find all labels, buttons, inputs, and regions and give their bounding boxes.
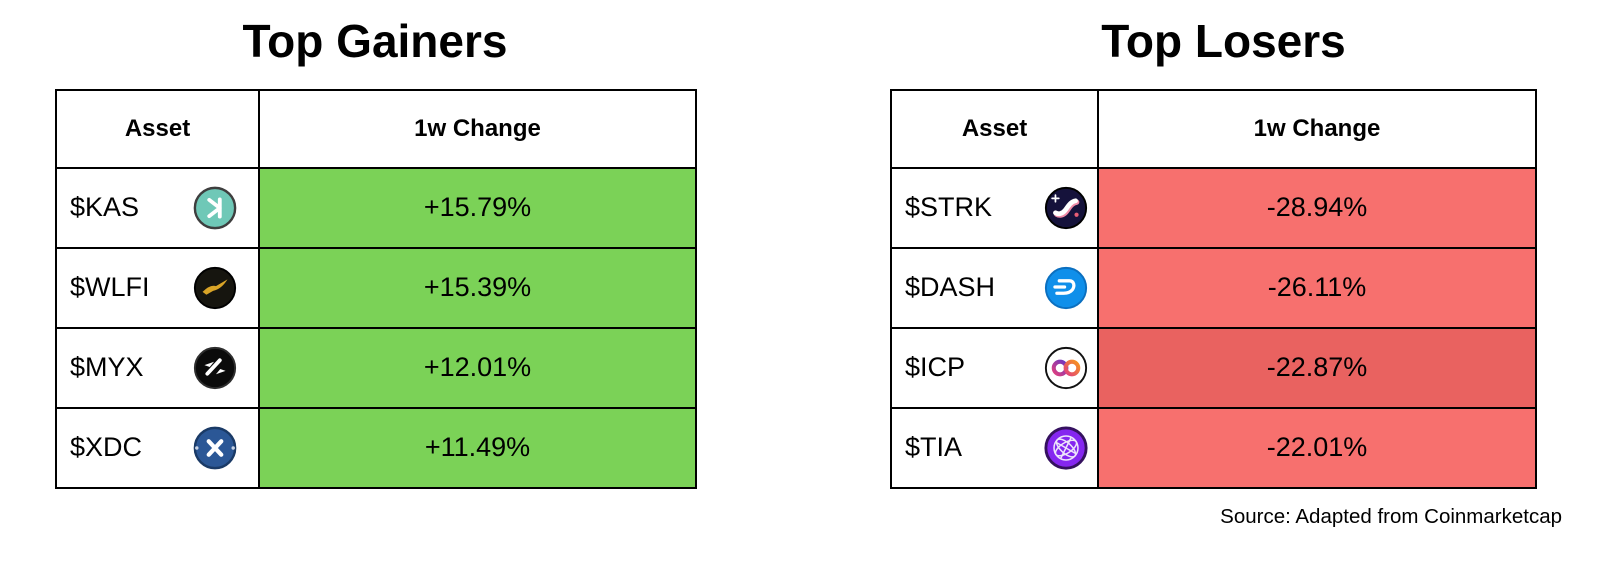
gainers-change-header: 1w Change: [258, 88, 697, 169]
change-cell: -22.01%: [1097, 406, 1537, 489]
change-cell: -28.94%: [1097, 166, 1537, 249]
asset-cell: $ICP: [890, 326, 1099, 409]
asset-ticker: $ICP: [905, 352, 966, 383]
asset-cell: $XDC: [55, 406, 260, 489]
change-cell: -26.11%: [1097, 246, 1537, 329]
gainers-table: Asset 1w Change $KAS +15.79: [55, 88, 697, 489]
asset-cell: $STRK: [890, 166, 1099, 249]
kaspa-icon: [192, 185, 238, 231]
gainers-header-row: Asset 1w Change: [55, 88, 697, 169]
change-cell: +15.39%: [258, 246, 697, 329]
asset-cell: $KAS: [55, 166, 260, 249]
asset-ticker: $KAS: [70, 192, 140, 223]
losers-panel: Top Losers Asset 1w Change $STRK: [890, 0, 1537, 489]
table-row: $DASH -26.11%: [890, 246, 1537, 329]
wlfi-eagle-icon: [192, 265, 238, 311]
asset-cell: $MYX: [55, 326, 260, 409]
myx-icon: [192, 345, 238, 391]
xdc-icon: [192, 425, 238, 471]
asset-ticker: $XDC: [70, 432, 143, 463]
change-cell: +11.49%: [258, 406, 697, 489]
asset-cell: $DASH: [890, 246, 1099, 329]
losers-header-row: Asset 1w Change: [890, 88, 1537, 169]
table-row: $MYX +12.01%: [55, 326, 697, 409]
starknet-icon: [1043, 185, 1089, 231]
losers-title: Top Losers: [1101, 15, 1346, 67]
losers-table: Asset 1w Change $STRK: [890, 88, 1537, 489]
asset-ticker: $TIA: [905, 432, 963, 463]
asset-ticker: $STRK: [905, 192, 993, 223]
asset-ticker: $DASH: [905, 272, 996, 303]
asset-ticker: $WLFI: [70, 272, 150, 303]
source-note: Source: Adapted from Coinmarketcap: [1220, 505, 1562, 528]
table-row: $STRK -28.94%: [890, 166, 1537, 249]
dash-icon: [1043, 265, 1089, 311]
losers-change-header: 1w Change: [1097, 88, 1537, 169]
asset-cell: $TIA: [890, 406, 1099, 489]
change-cell: +12.01%: [258, 326, 697, 409]
gainers-asset-header: Asset: [55, 88, 260, 169]
asset-ticker: $MYX: [70, 352, 144, 383]
losers-asset-header: Asset: [890, 88, 1099, 169]
change-cell: +15.79%: [258, 166, 697, 249]
table-row: $WLFI +15.39%: [55, 246, 697, 329]
table-row: $XDC +11.49%: [55, 406, 697, 489]
celestia-icon: [1043, 425, 1089, 471]
asset-cell: $WLFI: [55, 246, 260, 329]
change-cell: -22.87%: [1097, 326, 1537, 409]
icp-infinity-icon: [1043, 345, 1089, 391]
gainers-title: Top Gainers: [242, 15, 508, 67]
table-row: $TIA: [890, 406, 1537, 489]
table-row: $KAS +15.79%: [55, 166, 697, 249]
table-row: $ICP: [890, 326, 1537, 409]
gainers-panel: Top Gainers Asset 1w Change $KAS: [55, 0, 697, 489]
